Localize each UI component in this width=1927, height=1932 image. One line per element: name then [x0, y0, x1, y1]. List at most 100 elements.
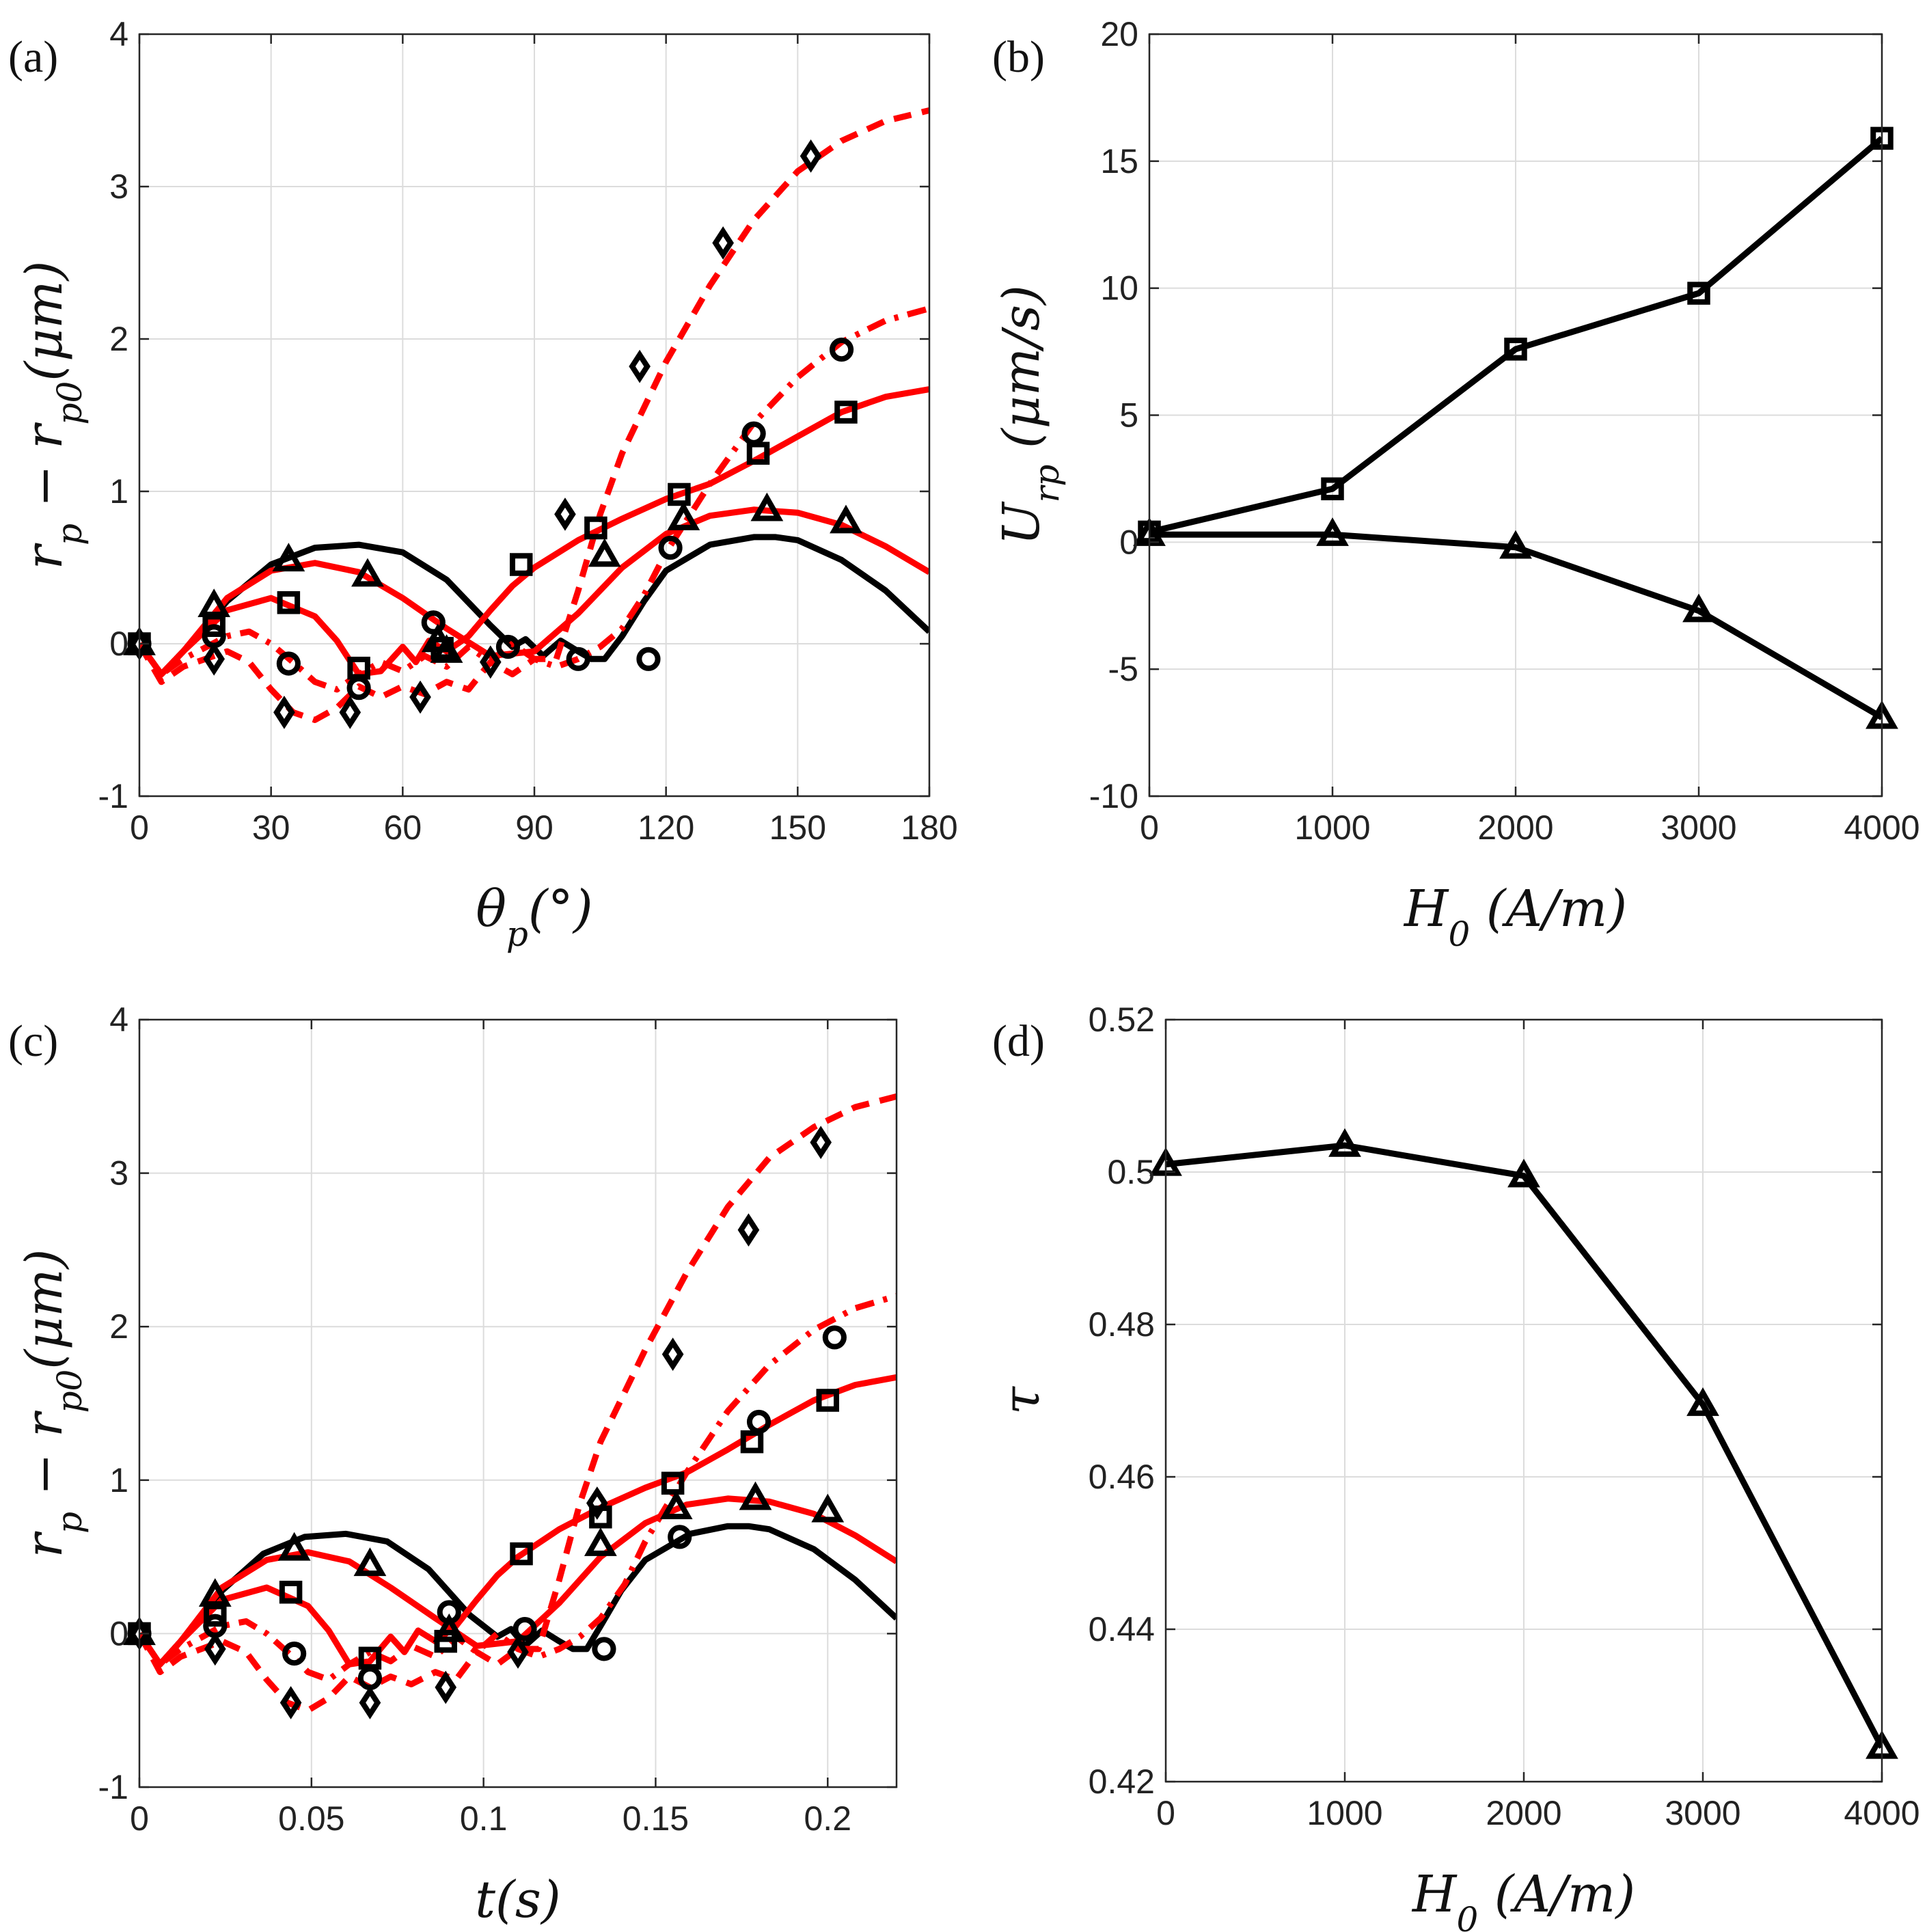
x-tick-label: 0.2 [804, 1799, 852, 1838]
y-tick-label: 15 [1100, 142, 1138, 180]
marker-diamond [435, 1670, 457, 1704]
marker-diamond [359, 1686, 381, 1719]
marker-circle [276, 651, 301, 676]
plot-area [1149, 135, 1882, 720]
series-line-4 [139, 1093, 897, 1714]
x-tick-label: 0 [130, 808, 149, 847]
marker-triangle [351, 558, 384, 587]
marker-circle [829, 338, 854, 362]
x-tick-label: 3000 [1665, 1794, 1740, 1832]
y-tick-label: 0.44 [1089, 1610, 1155, 1648]
marker-square [347, 656, 370, 680]
series-line-0 [1149, 135, 1882, 535]
marker-triangle [750, 492, 784, 521]
marker-circle [495, 634, 521, 659]
x-tick-label: 90 [515, 808, 554, 847]
marker-square [204, 1603, 227, 1627]
marker-triangle [667, 502, 700, 530]
marker-square [816, 1389, 840, 1412]
y-axis-label: rp − rp0(μm) [15, 261, 90, 570]
marker-diamond [279, 1686, 302, 1719]
y-tick-label: 2 [109, 320, 128, 358]
data-point-triangle [1686, 1387, 1719, 1416]
y-tick-label: 0.5 [1107, 1153, 1155, 1191]
marker-triangle [739, 1481, 772, 1510]
y-tick-label: 0 [109, 625, 128, 663]
marker-triangle [659, 1491, 693, 1519]
marker-circle [668, 1525, 692, 1549]
marker-triangle [353, 1547, 387, 1577]
marker-square [584, 516, 607, 540]
plot-area [139, 1093, 897, 1714]
marker-square [668, 482, 691, 506]
marker-circle [346, 676, 371, 700]
series-line-4 [139, 107, 929, 723]
marker-circle [592, 1637, 616, 1661]
marker-square [746, 441, 770, 465]
marker-diamond [203, 642, 225, 676]
marker-square [202, 614, 226, 637]
marker-circle [421, 610, 446, 635]
y-axis-label: rp − rp0(μm) [15, 1249, 90, 1558]
data-point-triangle [1499, 530, 1532, 559]
y-tick-label: 4 [109, 1001, 128, 1039]
panel-b: 0 1000 2000 3000 4000 -10 -5 0 5 10 15 20 H0 (A/m) Ur… [992, 15, 1920, 954]
marker-circle [822, 1325, 847, 1350]
y-tick-label: 1 [109, 472, 128, 511]
y-tick-label: 0.42 [1089, 1763, 1155, 1801]
marker-triangle [433, 1613, 466, 1642]
marker-square [279, 1581, 303, 1604]
x-tick-label: 0 [1156, 1794, 1175, 1832]
marker-diamond [409, 680, 431, 714]
x-tick-label: 150 [769, 808, 826, 847]
y-axis-label: Urp (μm/s) [992, 285, 1067, 545]
marker-circle [566, 647, 590, 671]
marker-diamond [712, 226, 734, 260]
y-tick-label: 20 [1100, 15, 1138, 53]
data-point-square [1321, 477, 1344, 501]
y-tick-label: 4 [109, 15, 128, 53]
x-tick-label: 180 [901, 808, 957, 847]
marker-circle [741, 421, 766, 446]
marker-circle [512, 1617, 537, 1642]
marker-diamond [479, 645, 502, 679]
y-tick-label: 3 [109, 1154, 128, 1193]
x-tick-label: 0.15 [623, 1799, 689, 1838]
y-tick-label: 0 [1119, 523, 1138, 561]
marker-square [434, 1629, 457, 1653]
marker-diamond [273, 696, 295, 729]
y-tick-label: 1 [109, 1461, 128, 1499]
x-tick-label: 120 [638, 808, 694, 847]
marker-diamond [661, 1337, 684, 1371]
panel-d: 0 1000 2000 3000 4000 0.42 0.44 0.46 0.48 0.5 0.52… [992, 1001, 1920, 1932]
marker-circle [746, 1409, 771, 1434]
y-tick-label: -5 [1108, 650, 1138, 688]
data-point-triangle [1316, 517, 1349, 546]
marker-diamond [204, 1632, 226, 1666]
axes-box [138, 1018, 898, 1788]
marker-diamond [810, 1126, 832, 1160]
y-tick-label: 10 [1100, 269, 1138, 308]
y-tick-label: 0.48 [1089, 1305, 1155, 1344]
marker-square [661, 1471, 685, 1495]
marker-triangle [588, 538, 621, 567]
y-tick-label: 2 [109, 1307, 128, 1346]
marker-triangle [277, 1532, 311, 1561]
x-axis-label: t(s) [475, 1870, 560, 1929]
marker-square [834, 400, 858, 424]
x-tick-label: 4000 [1844, 808, 1919, 847]
series-line-1 [1149, 531, 1882, 720]
x-tick-label: 2000 [1477, 808, 1553, 847]
x-tick-label: 3000 [1660, 808, 1736, 847]
marker-square [510, 1542, 533, 1566]
marker-circle [437, 1600, 461, 1624]
marker-diamond [339, 696, 361, 729]
x-tick-label: 60 [384, 808, 422, 847]
x-tick-label: 0.05 [278, 1799, 344, 1838]
data-point-square [1687, 282, 1710, 305]
y-tick-label: -1 [98, 777, 128, 815]
x-axis-label: H0 (A/m) [1411, 1865, 1635, 1932]
y-tick-label: 0.52 [1089, 1001, 1155, 1039]
